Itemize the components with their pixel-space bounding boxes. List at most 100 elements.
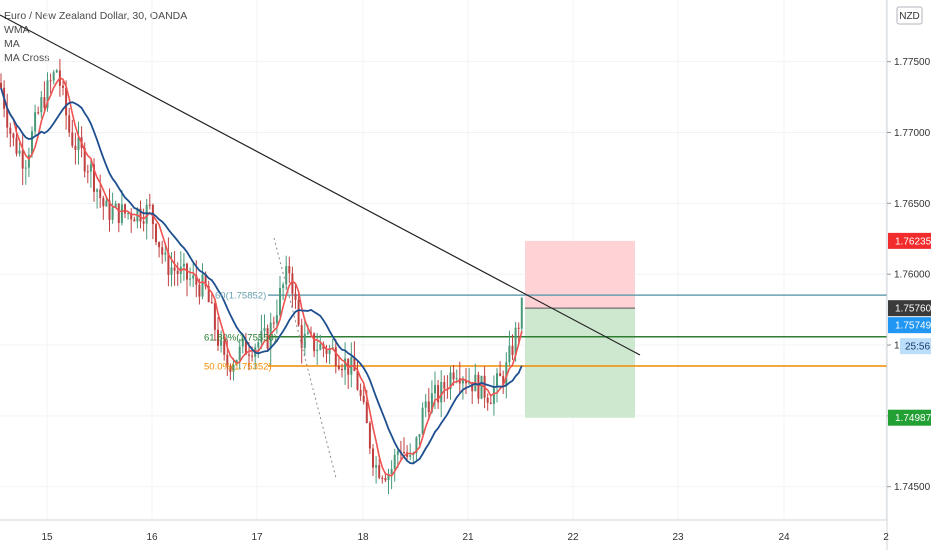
fib-label: 50.0%(1.75352) [204, 361, 272, 372]
candle-body [468, 382, 471, 384]
fib-lines [268, 294, 887, 367]
fib-trend-line [273, 237, 337, 479]
candle-body [34, 112, 37, 132]
candle-body [390, 469, 393, 475]
candle-body [52, 72, 55, 81]
price-tag-last [888, 300, 931, 317]
candle-body [189, 278, 192, 280]
candle-body [415, 437, 418, 454]
candle-body [520, 297, 523, 329]
candle-body [86, 171, 89, 173]
candle-body [145, 204, 148, 224]
candle-body [384, 477, 387, 481]
candle-body [334, 347, 337, 366]
candle-body [148, 204, 151, 206]
chart-legend: Euro / New Zealand Dollar, 30, OANDA WMA… [4, 9, 187, 65]
candle-body [381, 477, 384, 479]
candle-body [105, 200, 108, 207]
candle-body [108, 200, 111, 220]
candle-body [198, 284, 201, 297]
moving-averages [0, 76, 523, 477]
candle-body [387, 474, 390, 481]
candle-body [130, 213, 133, 220]
target-zone [525, 308, 635, 418]
symbol-title[interactable]: Euro / New Zealand Dollar, 30, OANDA [4, 10, 188, 22]
candle-body [102, 197, 105, 207]
candle-body [71, 132, 74, 146]
candle-body [0, 82, 2, 88]
candle-body [372, 448, 374, 468]
candle-body [89, 164, 92, 172]
candle-body [6, 108, 9, 128]
currency-badge: NZD [899, 11, 920, 22]
x-tick-label: 2 [883, 532, 889, 543]
candle-body [319, 343, 322, 350]
candle-body [40, 97, 43, 113]
candle-body [505, 362, 508, 386]
candle-body [375, 465, 378, 468]
price-tag-stop [888, 232, 931, 249]
x-tick-label: 21 [462, 532, 474, 543]
candle-body [316, 349, 319, 352]
candle-body [424, 401, 427, 408]
candle-body [226, 354, 229, 367]
candle-body [427, 401, 430, 413]
candle-body [83, 147, 86, 172]
candle-body [55, 70, 58, 73]
trendline [0, 14, 641, 356]
x-tick-label: 17 [251, 532, 263, 543]
candle-body [201, 274, 204, 297]
candle-body [68, 115, 71, 133]
candle-body [461, 380, 464, 384]
candle-body [294, 293, 297, 300]
candle-body [170, 267, 173, 275]
y-tick-label: 1.76000 [894, 270, 931, 281]
candle-body [303, 333, 306, 348]
candle-body [499, 373, 502, 377]
candle-body [142, 221, 145, 224]
y-tick-label: 1.74500 [894, 482, 931, 493]
candle-body [492, 387, 495, 404]
candle-body [9, 127, 12, 134]
candle-body [452, 372, 455, 380]
candle-body [359, 389, 362, 396]
candle-body [37, 112, 40, 114]
candle-body [161, 247, 164, 255]
candle-body [337, 365, 340, 369]
candle-body [12, 133, 15, 138]
x-tick-label: 24 [778, 532, 790, 543]
candle-body [133, 219, 136, 222]
candle-body [155, 224, 157, 243]
candle-body [15, 137, 18, 154]
candle-body [111, 207, 114, 220]
candle-body [365, 401, 368, 424]
candle-body [362, 395, 365, 402]
candle-body [176, 270, 179, 274]
candle-body [24, 167, 27, 169]
candle-body [229, 366, 232, 372]
candle-body [341, 368, 343, 371]
candle-body [418, 434, 421, 438]
candle-body [260, 330, 263, 343]
candle-body [356, 370, 359, 390]
indicator-ma[interactable]: MA [4, 38, 20, 50]
candle-body [430, 393, 433, 413]
fib-labels: 60(1.75852) 61.80%(1.75558) 50.0%(1.75352) [204, 291, 277, 373]
candles [0, 58, 523, 495]
candle-body [120, 204, 123, 224]
candle-body [288, 266, 291, 274]
price-tag-label-target: 1.74987 [895, 413, 932, 424]
indicator-ma-cross[interactable]: MA Cross [4, 52, 50, 64]
stop-zone [525, 240, 635, 309]
candle-body [297, 299, 300, 326]
price-tag-countdown [900, 338, 931, 355]
candle-body [182, 263, 185, 267]
chart-grid [0, 0, 887, 520]
candle-body [275, 315, 278, 324]
candle-body [285, 266, 288, 285]
candle-body [238, 346, 241, 360]
candle-body [217, 329, 219, 346]
candle-body [313, 333, 316, 352]
